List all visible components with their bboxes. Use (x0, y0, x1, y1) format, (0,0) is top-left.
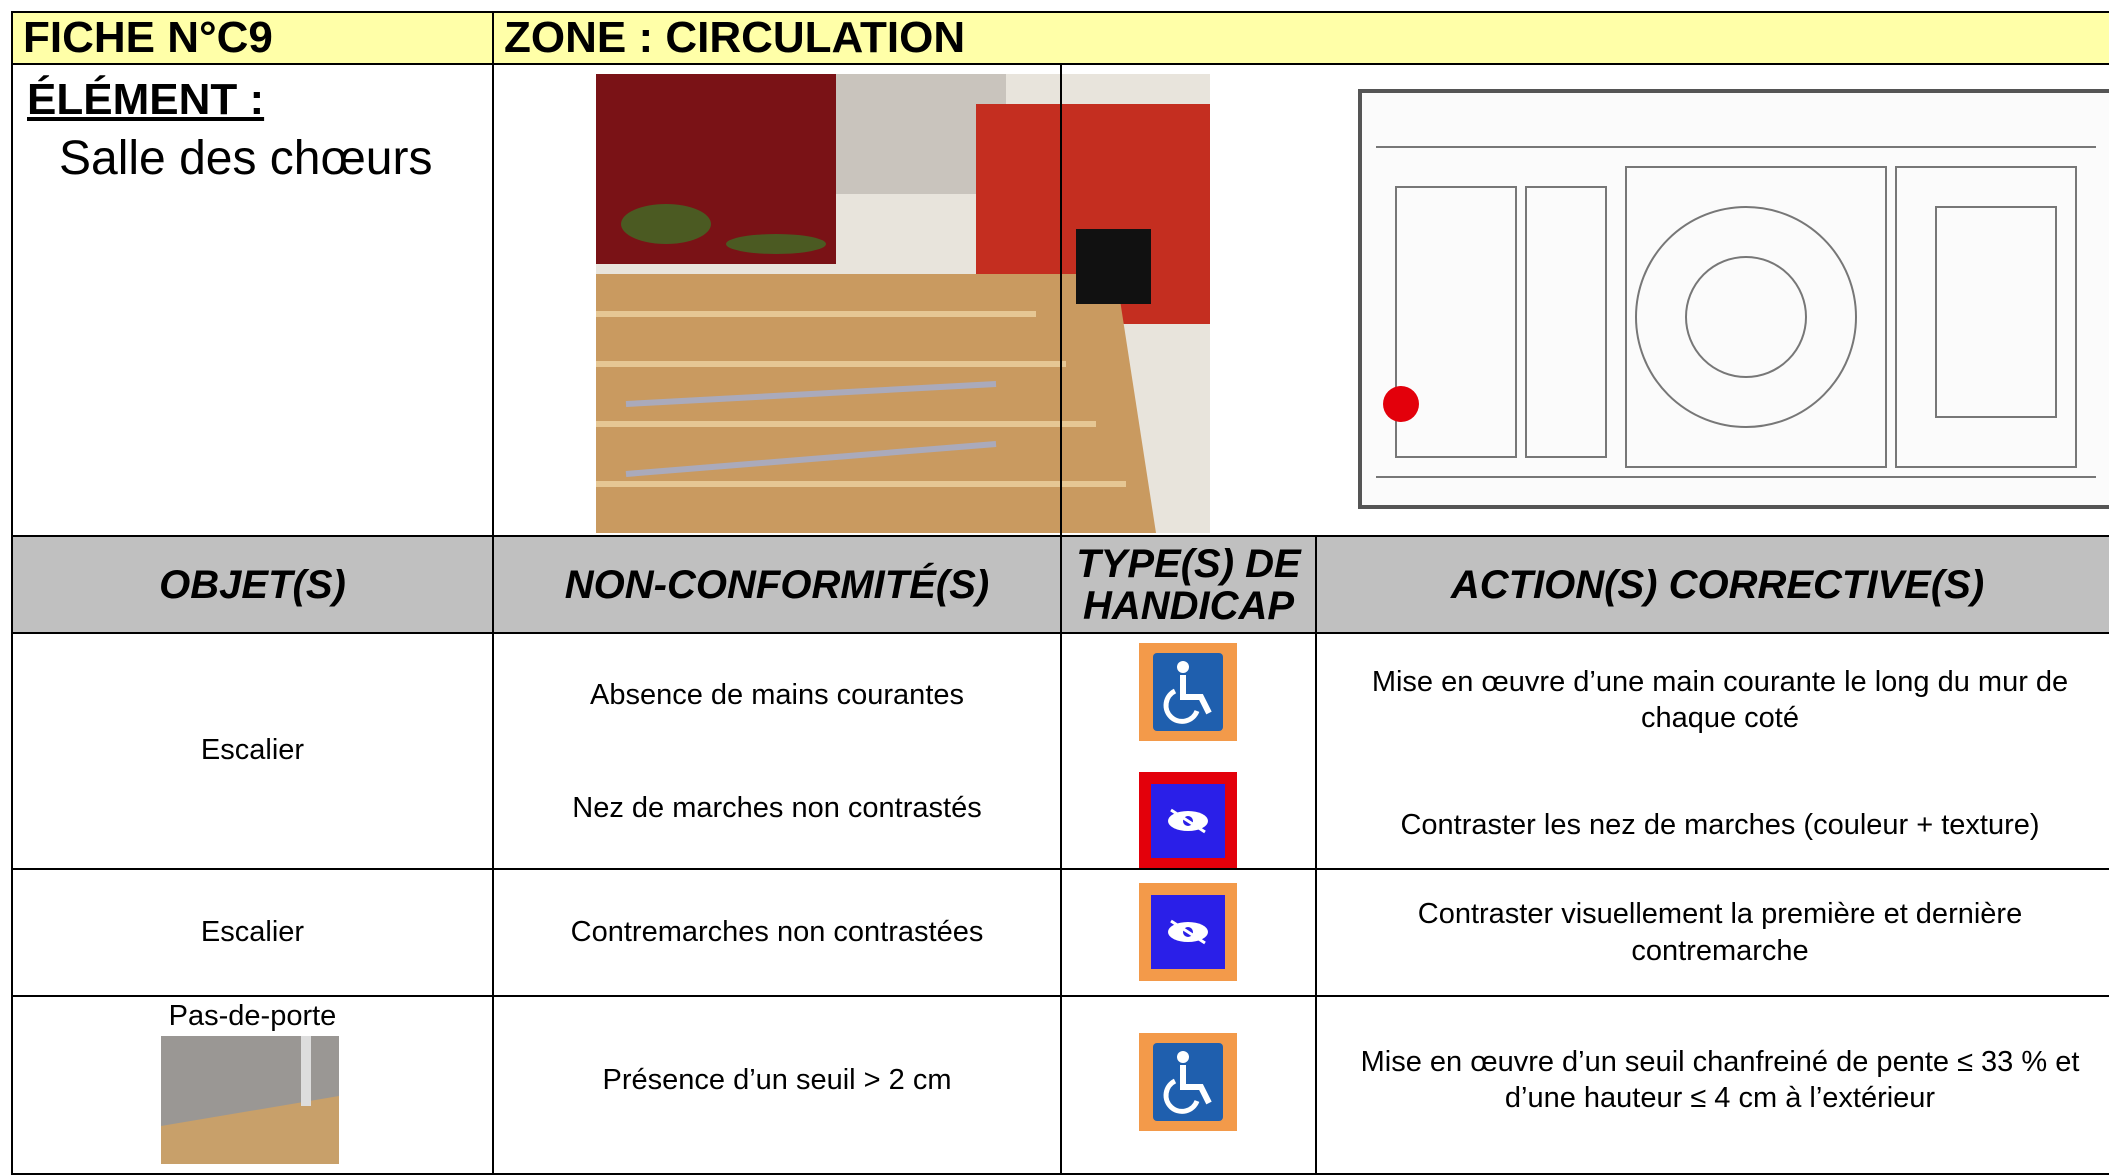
stage-photo (596, 74, 1210, 533)
wheelchair-icon (1139, 643, 1237, 741)
floor-plan (1358, 89, 2109, 509)
column-header: ACTION(S) CORRECTIVE(S) (1315, 535, 2109, 634)
action: Mise en œuvre d’un seuil chanfreiné de p… (1360, 1045, 2080, 1114)
column-header: NON-CONFORMITÉ(S) (492, 535, 1062, 634)
zone-cell: ZONE : CIRCULATION (492, 11, 2109, 65)
plan-cell (1060, 63, 2109, 537)
nonconformite: Nez de marches non contrastés (572, 791, 982, 824)
objet: Escalier (200, 916, 305, 949)
action: Mise en œuvre d’une main courante le lon… (1371, 665, 2069, 734)
nonconformite: Contremarches non contrastées (570, 916, 984, 949)
element-name: Salle des chœurs (59, 132, 433, 185)
action: Contraster visuellement la première et d… (1417, 898, 2023, 967)
threshold-photo (161, 1036, 339, 1164)
wheelchair-icon (1139, 1033, 1237, 1131)
objet: Escalier (200, 733, 305, 766)
nonconformite: Présence d’un seuil > 2 cm (602, 1063, 952, 1096)
photo-cell (492, 63, 1210, 537)
fiche: FICHE N°C9 (23, 13, 273, 62)
fiche-cell: FICHE N°C9 (11, 11, 494, 65)
visual-icon (1139, 772, 1237, 870)
visual-icon (1139, 883, 1237, 981)
element-cell: ÉLÉMENT : Salle des chœurs (11, 63, 494, 537)
objet: Pas-de-porte (168, 999, 337, 1032)
action: Contraster les nez de marches (couleur +… (1400, 808, 2040, 841)
column-header: OBJET(S) (11, 535, 494, 634)
cell (492, 632, 1062, 870)
zone: ZONE : CIRCULATION (504, 13, 966, 62)
element-label: ÉLÉMENT : (27, 75, 265, 124)
nonconformite: Absence de mains courantes (590, 678, 964, 711)
column-header: TYPE(S) DE HANDICAP (1060, 535, 1317, 634)
